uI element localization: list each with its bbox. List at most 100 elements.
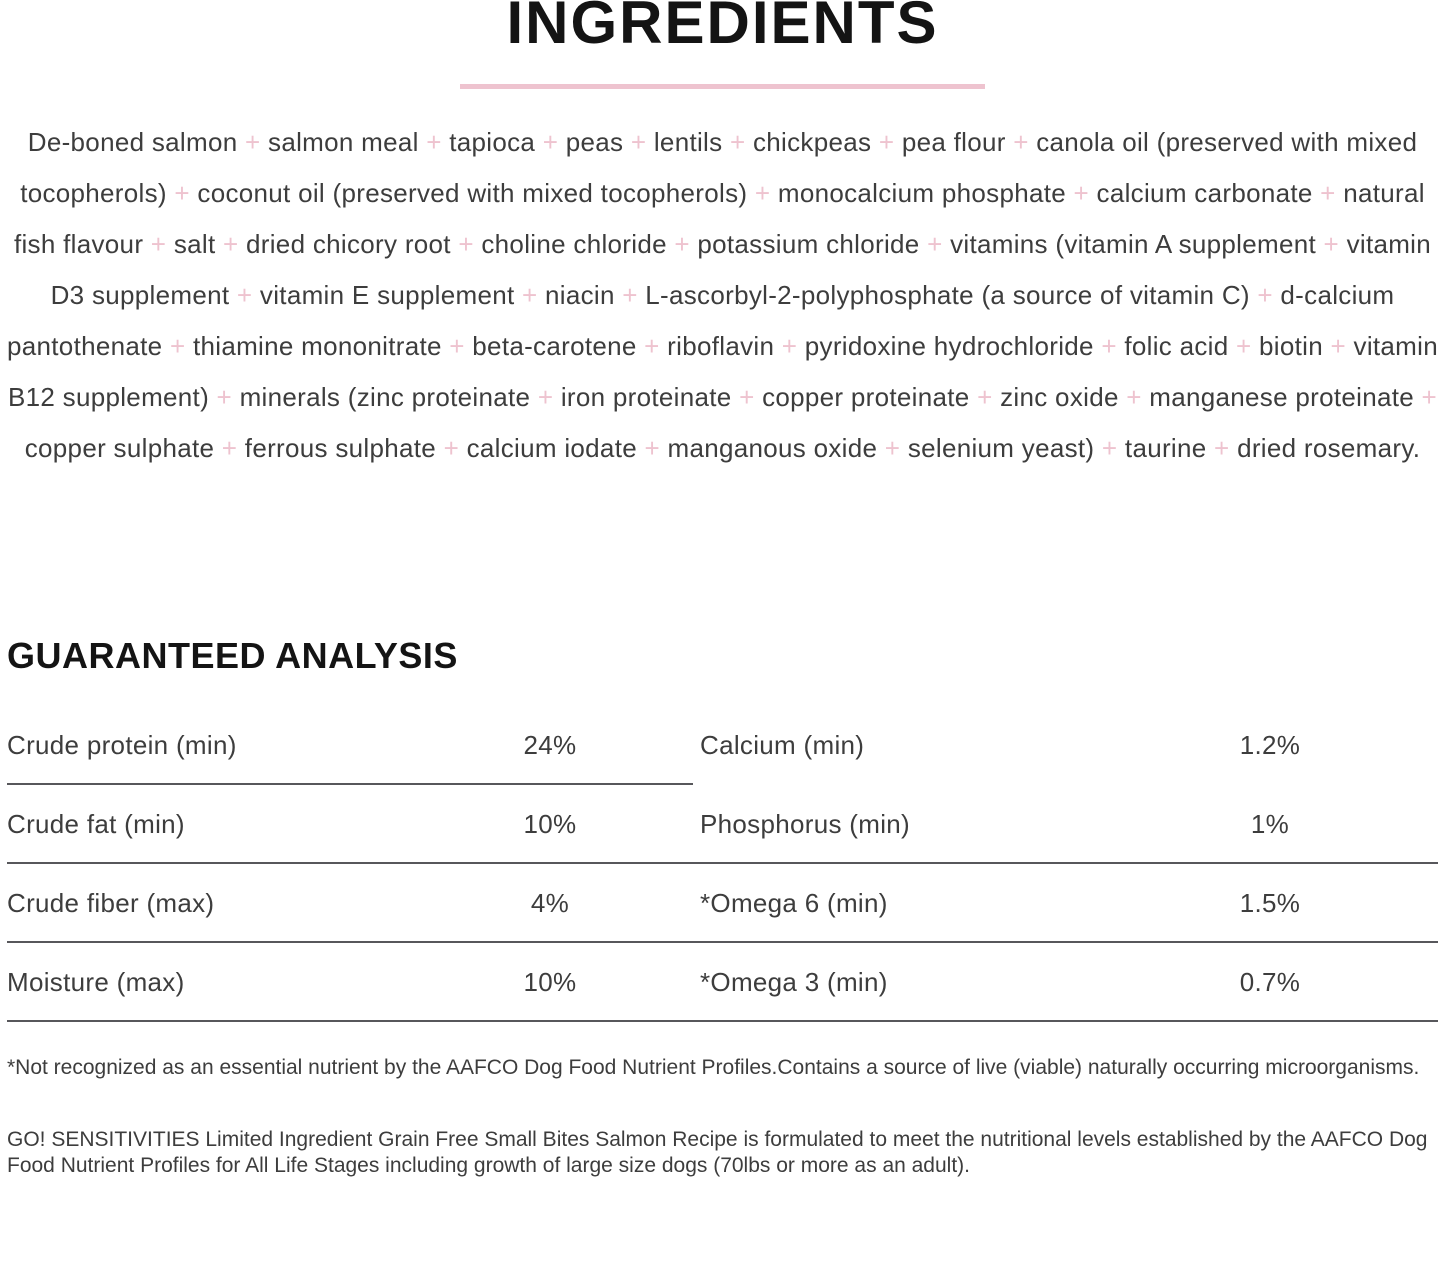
ingredient-item: vitamin D3 supplement	[50, 229, 1432, 310]
plus-separator: +	[535, 127, 566, 157]
ingredients-list: De-boned salmon + salmon meal + tapioca …	[2, 117, 1443, 474]
ingredient-item: thiamine mononitrate	[192, 331, 442, 361]
ingredient-item: taurine	[1124, 433, 1207, 463]
plus-separator: +	[871, 127, 902, 157]
title-underline	[460, 84, 985, 89]
ingredient-item: manganous oxide	[667, 433, 878, 463]
plus-separator: +	[722, 127, 753, 157]
plus-separator: +	[747, 178, 778, 208]
plus-separator: +	[919, 229, 951, 259]
ingredient-item: salmon meal	[268, 127, 419, 157]
ingredient-item: L-ascorbyl-2-polyphosphate (a source of …	[645, 280, 1250, 310]
ingredient-item: riboflavin	[667, 331, 775, 361]
analysis-left-label: Crude fat (min)	[7, 809, 185, 839]
plus-separator: +	[166, 178, 198, 208]
ingredient-item: iron proteinate	[560, 382, 732, 412]
ingredient-item: manganese proteinate	[1149, 382, 1414, 412]
analysis-footnote: *Not recognized as an essential nutrient…	[7, 1056, 1420, 1079]
ingredient-item: tapioca	[449, 127, 536, 157]
analysis-row: Crude fiber (max) 4% *Omega 6 (min) 1.5%	[0, 864, 1445, 943]
plus-separator: +	[969, 382, 1001, 412]
ingredient-item: vitamins (vitamin A supplement	[950, 229, 1317, 259]
ingredient-item: natural fish flavour	[13, 178, 1425, 259]
ingredient-item: copper sulphate	[24, 433, 215, 463]
ingredient-item: selenium yeast)	[907, 433, 1095, 463]
plus-separator: +	[731, 382, 763, 412]
ingredient-item: pyridoxine hydrochloride	[804, 331, 1094, 361]
ingredient-item: niacin	[545, 280, 615, 310]
analysis-row: Crude fat (min) 10% Phosphorus (min) 1%	[0, 785, 1445, 864]
ingredient-item: vitamin E supplement	[259, 280, 515, 310]
ingredient-item: copper proteinate	[762, 382, 970, 412]
plus-separator: +	[1228, 331, 1260, 361]
ingredient-item: coconut oil (preserved with mixed tocoph…	[197, 178, 748, 208]
ingredient-item: zinc oxide	[1000, 382, 1119, 412]
plus-separator: +	[209, 382, 240, 412]
ingredients-section: INGREDIENTS De-boned salmon + salmon mea…	[0, 0, 1445, 474]
analysis-table: Crude protein (min) 24% Calcium (min) 1.2% C…	[0, 706, 1445, 1022]
ingredient-item: d-calcium pantothenate	[7, 280, 1395, 361]
plus-separator: +	[514, 280, 546, 310]
analysis-row: Moisture (max) 10% *Omega 3 (min) 0.7%	[0, 943, 1445, 1022]
analysis-title: GUARANTEED ANALYSIS	[7, 635, 458, 676]
analysis-left-label: Crude protein (min)	[7, 730, 237, 760]
ingredient-item: peas	[565, 127, 624, 157]
plus-separator: +	[1094, 433, 1125, 463]
ingredient-item: calcium carbonate	[1096, 178, 1313, 208]
analysis-left-value: 4%	[530, 888, 570, 918]
plus-separator: +	[162, 331, 193, 361]
ingredient-item: vitamin B12 supplement)	[7, 331, 1438, 412]
plus-separator: +	[1118, 382, 1150, 412]
analysis-right-value: 0.7%	[1239, 967, 1301, 997]
ingredient-item: calcium iodate	[466, 433, 637, 463]
ingredient-item: De-boned salmon	[27, 127, 238, 157]
plus-separator: +	[215, 229, 247, 259]
analysis-left-value: 10%	[523, 967, 577, 997]
ingredient-item: minerals (zinc proteinate	[239, 382, 531, 412]
ingredient-item: pea flour	[901, 127, 1006, 157]
ingredient-item: biotin	[1259, 331, 1323, 361]
analysis-left-value: 24%	[523, 730, 577, 760]
ingredient-item: dried rosemary.	[1237, 433, 1421, 463]
plus-separator: +	[1005, 127, 1037, 157]
plus-separator: +	[418, 127, 450, 157]
plus-separator: +	[441, 331, 473, 361]
plus-separator: +	[237, 127, 269, 157]
analysis-left-label: Crude fiber (max)	[7, 888, 215, 918]
analysis-right-label: *Omega 6 (min)	[700, 888, 888, 918]
analysis-left-value: 10%	[523, 809, 577, 839]
ingredient-item: lentils	[653, 127, 723, 157]
plus-separator: +	[774, 331, 805, 361]
plus-separator: +	[1312, 178, 1344, 208]
ingredient-item: folic acid	[1124, 331, 1229, 361]
plus-separator: +	[530, 382, 561, 412]
plus-separator: +	[1249, 280, 1281, 310]
plus-separator: +	[143, 229, 174, 259]
analysis-right-label: Phosphorus (min)	[700, 809, 910, 839]
plus-separator: +	[436, 433, 467, 463]
analysis-right-label: *Omega 3 (min)	[700, 967, 888, 997]
plus-separator: +	[1066, 178, 1097, 208]
ingredient-item: chickpeas	[752, 127, 872, 157]
ingredient-item: monocalcium phosphate	[777, 178, 1067, 208]
analysis-right-value: 1.5%	[1239, 888, 1301, 918]
ingredient-item: potassium chloride	[697, 229, 920, 259]
plus-separator: +	[214, 433, 245, 463]
analysis-left-label: Moisture (max)	[7, 967, 185, 997]
plus-separator: +	[229, 280, 260, 310]
plus-separator: +	[877, 433, 908, 463]
plus-separator: +	[1316, 229, 1347, 259]
ingredients-title: INGREDIENTS	[506, 0, 939, 56]
analysis-row: Crude protein (min) 24% Calcium (min) 1.2%	[0, 706, 1445, 785]
analysis-right-label: Calcium (min)	[700, 730, 865, 760]
ingredient-item: ferrous sulphate	[244, 433, 437, 463]
analysis-right-value: 1%	[1250, 809, 1290, 839]
analysis-right-value: 1.2%	[1239, 730, 1301, 760]
ingredient-item: dried chicory root	[246, 229, 451, 259]
plus-separator: +	[636, 331, 668, 361]
aafco-statement: GO! SENSITIVITIES Limited Ingredient Gra…	[7, 1128, 1428, 1177]
plus-separator: +	[1093, 331, 1125, 361]
plus-separator: +	[636, 433, 668, 463]
guaranteed-analysis-section: GUARANTEED ANALYSIS Crude protein (min) 2…	[0, 636, 1445, 1081]
ingredient-item: choline chloride	[481, 229, 667, 259]
